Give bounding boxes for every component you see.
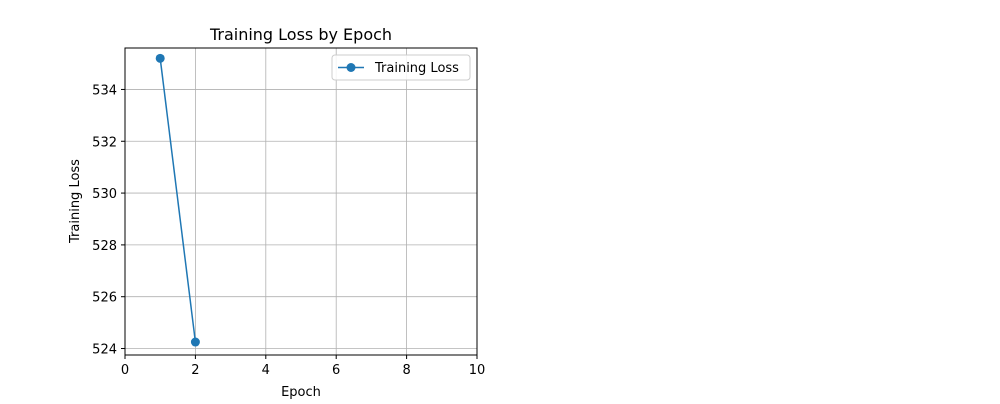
axis-ticks: 0 2 4 6 8 10 524 526 528 530 532 534	[92, 83, 485, 378]
data-point	[190, 337, 200, 347]
x-tick-label: 4	[262, 363, 270, 378]
x-tick-label: 8	[402, 363, 410, 378]
x-tick-label: 10	[469, 363, 486, 378]
x-tick-label: 2	[191, 363, 199, 378]
chart-title: Training Loss by Epoch	[209, 25, 392, 44]
y-tick-label: 524	[92, 343, 117, 358]
y-tick-label: 534	[92, 83, 117, 98]
x-axis-label: Epoch	[281, 385, 321, 400]
plot-frame	[124, 47, 478, 356]
legend-marker-sample	[346, 63, 356, 72]
y-tick-label: 530	[92, 187, 117, 202]
legend-label-training-loss: Training Loss	[374, 61, 459, 76]
series-line-training-loss	[159, 58, 197, 343]
data-point	[155, 53, 165, 63]
y-axis-label: Training Loss	[68, 159, 83, 244]
legend-box	[331, 54, 471, 81]
y-tick-label: 528	[92, 239, 117, 254]
x-tick-label: 6	[332, 363, 340, 378]
legend: Training Loss	[331, 54, 471, 81]
y-tick-label: 532	[92, 135, 117, 150]
series-layer	[155, 53, 200, 347]
x-tick-label: 0	[121, 363, 129, 378]
y-tick-label: 526	[92, 291, 117, 306]
